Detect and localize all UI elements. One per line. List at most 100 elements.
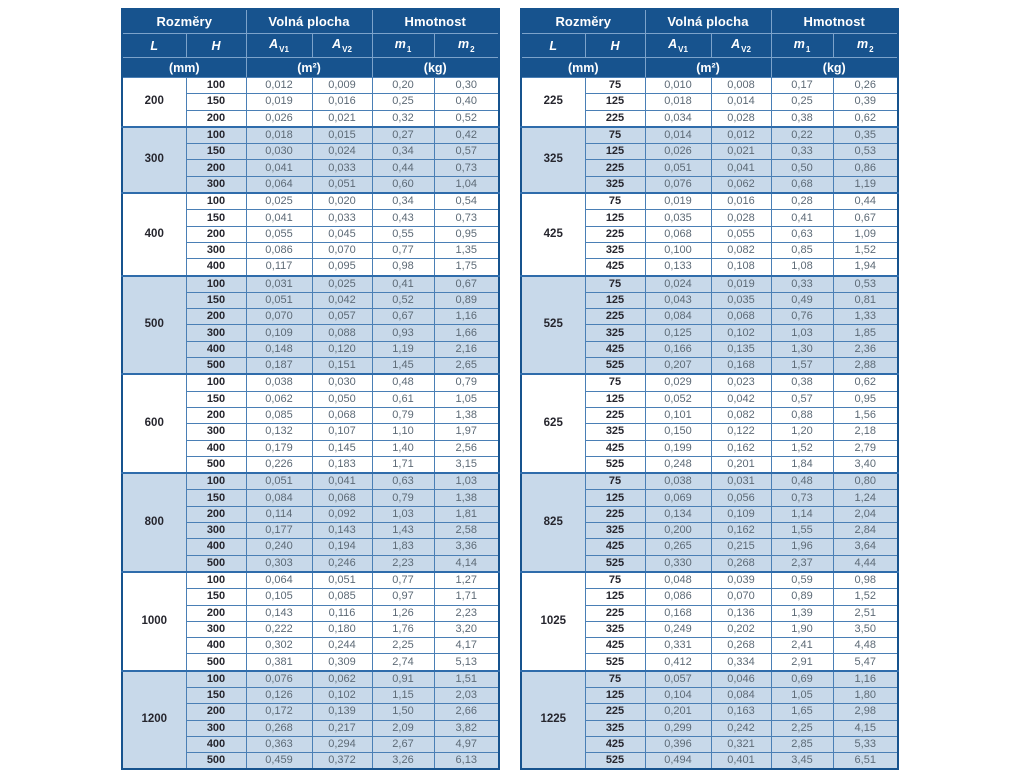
table-row: 325 0,100 0,082 0,85 1,52	[521, 241, 899, 260]
table-row: 800 100 0,051 0,041 0,63 1,03	[121, 472, 500, 573]
value-cell: 3,15	[433, 455, 500, 474]
l-cell: 800	[121, 472, 187, 573]
value-cell: 0,143	[311, 522, 373, 540]
table-row: 500 0,381 0,309 2,74 5,13	[122, 653, 500, 672]
header-group-row: Rozměry Volná plocha Hmotnost	[520, 8, 899, 34]
value-cell: 2,65	[433, 357, 500, 375]
table-row: 425 0,331 0,268 2,41 4,48	[521, 637, 899, 655]
value-cell: 0,48	[770, 472, 834, 491]
table-row: 200 0,085 0,068 0,79 1,38	[122, 406, 500, 425]
value-cell: 3,36	[433, 538, 500, 556]
h-cell: 525	[584, 455, 646, 474]
value-cell: 0,026	[245, 109, 313, 128]
header-group: Volná plocha	[644, 8, 772, 34]
table-row: 400 0,179 0,145 1,40 2,56	[122, 439, 500, 457]
h-cell: 150	[185, 489, 247, 507]
value-cell: 2,04	[832, 505, 899, 524]
value-cell: 0,019	[710, 274, 772, 293]
h-cell: 400	[185, 439, 247, 457]
value-cell: 0,015	[311, 125, 373, 145]
value-cell: 0,023	[710, 373, 772, 392]
col-symbol: A	[668, 37, 678, 51]
value-cell: 0,025	[245, 192, 313, 211]
value-cell: 0,150	[644, 423, 712, 441]
value-cell: 0,28	[770, 192, 834, 211]
value-cell: 2,98	[832, 703, 899, 721]
l-cell: 825	[520, 472, 586, 573]
value-cell: 1,05	[770, 686, 834, 705]
value-cell: 0,008	[710, 76, 772, 95]
value-cell: 0,57	[770, 390, 834, 408]
value-cell: 2,23	[433, 604, 500, 622]
value-cell: 0,148	[245, 340, 313, 359]
value-cell: 0,248	[644, 455, 712, 474]
value-cell: 2,16	[433, 340, 500, 359]
h-cell: 525	[584, 752, 646, 770]
value-cell: 0,076	[245, 669, 313, 688]
unit-header: (mm)	[121, 57, 247, 78]
value-cell: 0,53	[832, 274, 899, 293]
table-row: 600 100 0,038 0,030 0,48 0,79	[121, 373, 500, 474]
value-cell: 1,71	[433, 588, 500, 606]
l-cell: 625	[520, 373, 586, 474]
h-cell: 225	[584, 505, 646, 524]
value-cell: 0,27	[371, 125, 435, 145]
table-row: 150 0,041 0,033 0,43 0,73	[122, 209, 500, 227]
col-header-m2: m2	[832, 33, 899, 58]
value-cell: 0,163	[710, 703, 772, 721]
h-cell: 425	[584, 637, 646, 655]
value-cell: 0,062	[311, 669, 373, 688]
value-cell: 0,401	[710, 752, 772, 770]
table-row: 500 0,187 0,151 1,45 2,65	[122, 357, 500, 375]
h-cell: 225	[584, 406, 646, 425]
value-cell: 0,44	[371, 159, 435, 177]
value-cell: 0,086	[644, 588, 712, 606]
unit-header: (m²)	[245, 57, 373, 78]
value-cell: 0,085	[245, 406, 313, 425]
unit-header: (kg)	[770, 57, 899, 78]
value-cell: 0,031	[245, 274, 313, 293]
value-cell: 0,39	[832, 93, 899, 111]
h-cell: 425	[584, 258, 646, 277]
value-cell: 0,294	[311, 735, 373, 754]
value-cell: 3,26	[371, 752, 435, 770]
value-cell: 0,025	[311, 274, 373, 293]
table-row: 1000 100 0,064 0,051 0,77 1,27	[121, 570, 500, 672]
l-cell: 200	[121, 76, 187, 128]
value-cell: 0,38	[770, 373, 834, 392]
value-cell: 0,030	[311, 373, 373, 392]
value-cell: 0,051	[644, 159, 712, 177]
value-cell: 0,183	[311, 455, 373, 474]
value-cell: 0,79	[371, 406, 435, 425]
value-cell: 1,03	[371, 505, 435, 524]
value-cell: 0,187	[245, 357, 313, 375]
value-cell: 0,330	[644, 554, 712, 573]
table-row: 425 75 0,019 0,016 0,28 0,44	[520, 192, 899, 277]
value-cell: 2,09	[371, 719, 435, 737]
col-symbol: m	[793, 37, 805, 51]
h-cell: 300	[185, 175, 247, 194]
value-cell: 0,48	[371, 373, 435, 392]
value-cell: 2,85	[770, 735, 834, 754]
value-cell: 0,043	[644, 291, 712, 310]
table-row: 325 75 0,014 0,012 0,22 0,35	[520, 125, 899, 194]
h-cell: 225	[584, 604, 646, 622]
value-cell: 0,092	[311, 505, 373, 524]
h-cell: 75	[584, 125, 646, 145]
value-cell: 0,133	[644, 258, 712, 277]
h-cell: 75	[584, 76, 646, 95]
h-cell: 150	[185, 209, 247, 227]
value-cell: 5,33	[832, 735, 899, 754]
col-header-av2: AV2	[311, 33, 373, 58]
table-row: 225 0,168 0,136 1,39 2,51	[521, 604, 899, 622]
value-cell: 0,34	[371, 192, 435, 211]
value-cell: 0,98	[832, 570, 899, 590]
value-cell: 0,459	[245, 752, 313, 770]
value-cell: 0,070	[245, 308, 313, 326]
value-cell: 0,80	[832, 472, 899, 491]
header-units-row: (mm) (m²) (kg)	[520, 57, 899, 78]
value-cell: 0,268	[710, 554, 772, 573]
value-cell: 1,14	[770, 505, 834, 524]
col-subscript: 1	[805, 45, 811, 54]
table-row: 1025 75 0,048 0,039 0,59 0,98	[520, 570, 899, 672]
